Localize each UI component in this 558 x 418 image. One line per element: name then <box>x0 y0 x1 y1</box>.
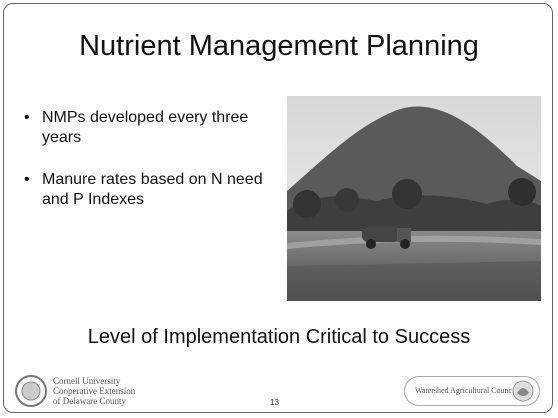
bullet: Manure rates based on N need and P Index… <box>24 170 264 210</box>
org-name: Cornell University Cooperative Extension… <box>53 376 135 406</box>
bullet-list: NMPs developed every three years Manure … <box>24 108 264 232</box>
org-line: Cornell University <box>53 376 121 386</box>
org-line: of Delaware County <box>53 396 126 406</box>
bullet: NMPs developed every three years <box>24 108 264 148</box>
field-photo <box>287 96 541 301</box>
slide-frame <box>3 3 553 413</box>
slide-title: Nutrient Management Planning <box>79 30 479 62</box>
subheading: Level of Implementation Critical to Succ… <box>87 326 471 348</box>
partner-logo: Watershed Agricultural Council <box>404 376 540 406</box>
cornell-seal <box>15 375 47 407</box>
page-number: 13 <box>270 398 279 407</box>
org-line: Cooperative Extension <box>53 386 136 396</box>
partner-icon <box>512 380 534 402</box>
partner-name: Watershed Agricultural Council <box>415 386 517 395</box>
